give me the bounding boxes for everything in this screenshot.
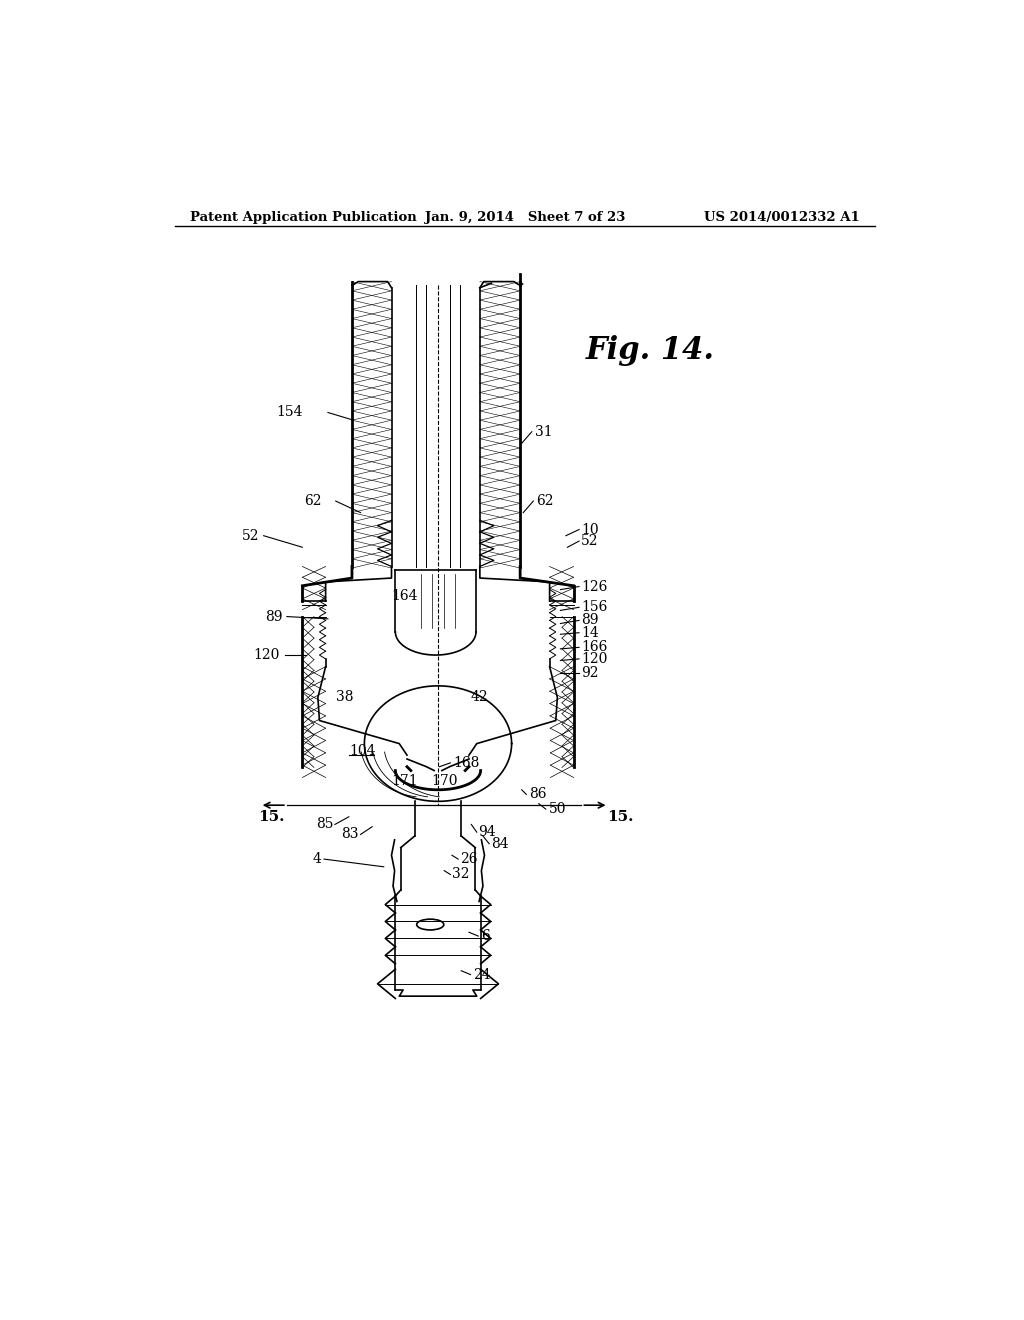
Text: US 2014/0012332 A1: US 2014/0012332 A1 bbox=[703, 211, 859, 224]
Text: Patent Application Publication: Patent Application Publication bbox=[190, 211, 417, 224]
Text: 84: 84 bbox=[490, 837, 508, 850]
Text: 120: 120 bbox=[582, 652, 608, 665]
Text: 38: 38 bbox=[336, 690, 353, 705]
Text: 62: 62 bbox=[304, 494, 322, 508]
Text: 154: 154 bbox=[275, 405, 302, 420]
Text: 31: 31 bbox=[535, 425, 553, 438]
Text: 164: 164 bbox=[391, 589, 418, 603]
Text: 86: 86 bbox=[529, 788, 547, 801]
Text: 156: 156 bbox=[582, 601, 608, 614]
Text: Fig. 14.: Fig. 14. bbox=[586, 335, 715, 367]
Text: 32: 32 bbox=[452, 867, 469, 882]
Text: 89: 89 bbox=[582, 614, 599, 627]
Text: 52: 52 bbox=[243, 529, 260, 543]
Text: 83: 83 bbox=[341, 828, 359, 841]
Text: 85: 85 bbox=[315, 817, 334, 832]
Text: 62: 62 bbox=[537, 494, 554, 508]
Text: 166: 166 bbox=[582, 640, 608, 655]
Text: Jan. 9, 2014   Sheet 7 of 23: Jan. 9, 2014 Sheet 7 of 23 bbox=[425, 211, 625, 224]
Text: 26: 26 bbox=[460, 853, 477, 866]
Text: 120: 120 bbox=[254, 648, 280, 663]
Text: 126: 126 bbox=[582, 579, 608, 594]
Text: 50: 50 bbox=[549, 803, 566, 816]
Text: 104: 104 bbox=[349, 744, 376, 758]
Text: 15.: 15. bbox=[258, 810, 285, 824]
Text: 92: 92 bbox=[582, 665, 599, 680]
Text: 89: 89 bbox=[265, 610, 283, 623]
Text: 4: 4 bbox=[313, 853, 322, 866]
Text: 94: 94 bbox=[478, 825, 496, 840]
Text: 52: 52 bbox=[582, 535, 599, 548]
Text: 42: 42 bbox=[471, 690, 488, 705]
Text: 170: 170 bbox=[432, 774, 459, 788]
Text: 168: 168 bbox=[454, 756, 480, 770]
Text: 14: 14 bbox=[582, 626, 599, 640]
Text: 10: 10 bbox=[582, 523, 599, 536]
Text: 6: 6 bbox=[480, 929, 489, 942]
Text: 15.: 15. bbox=[607, 810, 634, 824]
Text: 171: 171 bbox=[391, 774, 418, 788]
Text: 24: 24 bbox=[473, 968, 490, 982]
